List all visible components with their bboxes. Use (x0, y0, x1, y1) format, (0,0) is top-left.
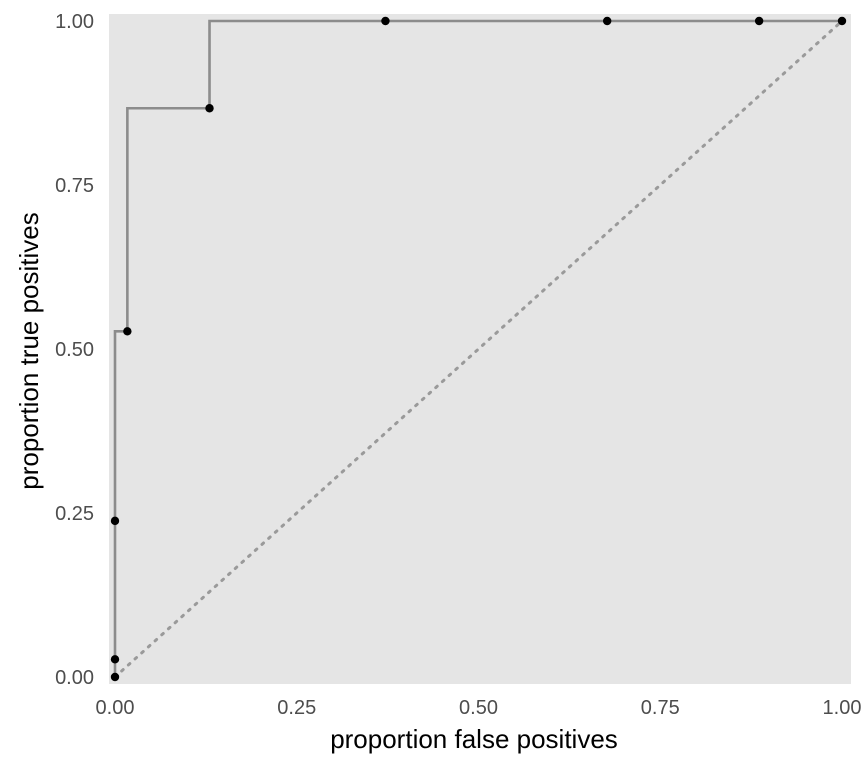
y-tick-label: 0.75 (55, 175, 94, 197)
roc-point (110, 516, 120, 526)
y-tick-label: 0.50 (55, 339, 94, 361)
y-axis-title: proportion true positives (14, 212, 44, 489)
reference-line-layer (113, 19, 844, 679)
roc-point (381, 16, 390, 26)
roc-step-line (113, 19, 842, 677)
roc-point (205, 104, 214, 113)
roc-point (754, 16, 764, 26)
roc-point (602, 16, 612, 26)
y-tick-label: 1.00 (55, 11, 94, 33)
y-tick-label: 0.00 (55, 667, 94, 689)
roc-point (110, 672, 120, 682)
x-axis-title: proportion false positives (330, 724, 618, 754)
y-tick-label: 0.25 (55, 503, 94, 525)
x-axis-ticks: 0.00 0.25 0.50 0.75 1.00 (96, 697, 862, 719)
reference-diagonal-line (113, 19, 844, 679)
x-tick-label: 0.25 (277, 697, 316, 719)
roc-point (837, 16, 847, 26)
x-tick-label: 1.00 (823, 697, 862, 719)
plot-panel (109, 14, 851, 684)
x-tick-label: 0.50 (459, 697, 498, 719)
x-tick-label: 0.75 (641, 697, 680, 719)
roc-curve-layer (113, 19, 842, 677)
y-axis-ticks: 0.00 0.25 0.50 0.75 1.00 (55, 11, 94, 689)
roc-point (123, 327, 132, 336)
roc-points-layer (110, 16, 847, 682)
roc-point (110, 655, 120, 664)
x-tick-label: 0.00 (96, 697, 135, 719)
